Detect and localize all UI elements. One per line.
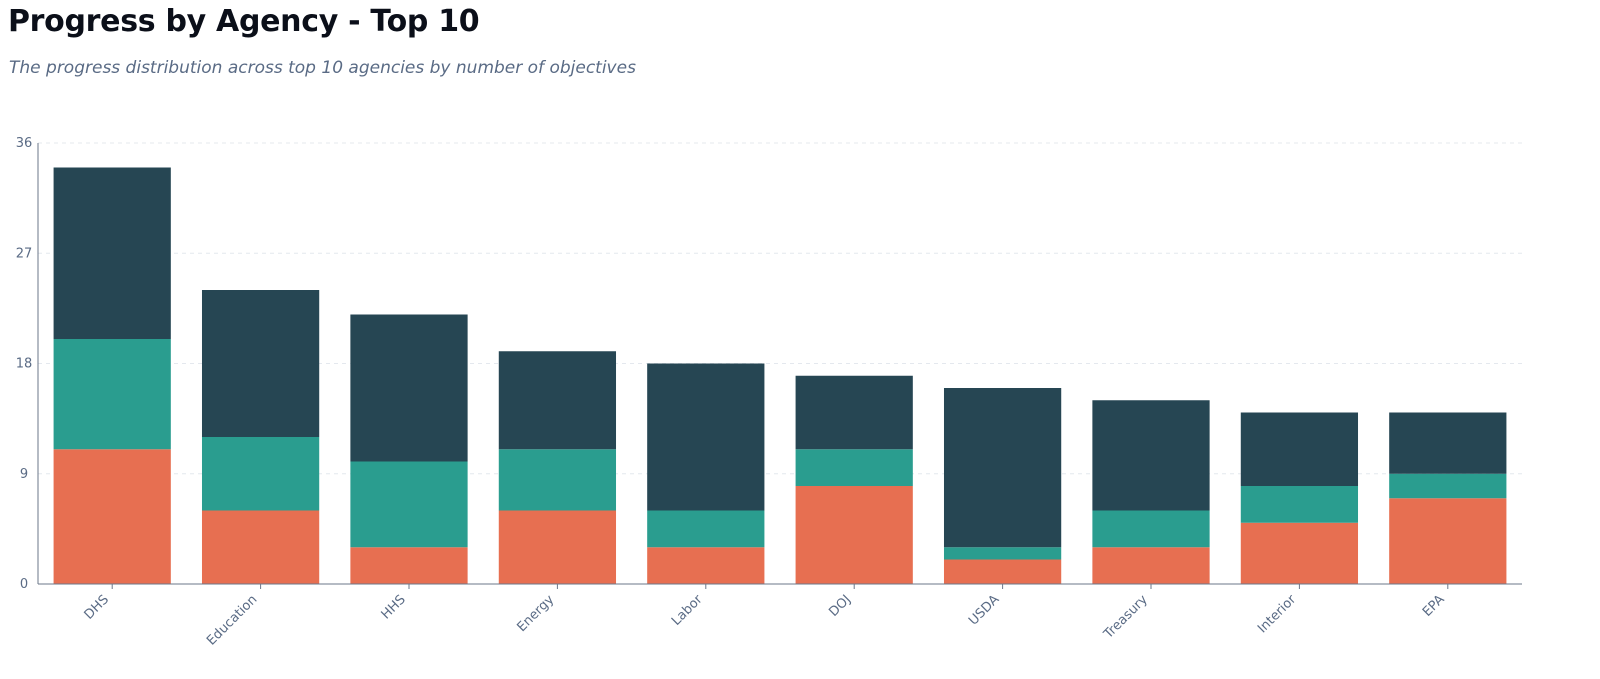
bar-segment-doj-1[interactable] [795, 449, 913, 486]
bar-segment-interior-1[interactable] [1240, 486, 1359, 523]
bar-segment-interior-0[interactable] [1240, 522, 1359, 584]
bar-segment-usda-1[interactable] [943, 547, 1062, 560]
bar-segment-education-0[interactable] [201, 510, 320, 585]
y-tick-label: 0 [20, 577, 28, 592]
bar-segment-dhs-2[interactable] [53, 167, 171, 340]
y-tick-label: 9 [20, 467, 28, 482]
bar-segment-treasury-1[interactable] [1092, 510, 1210, 548]
x-tick-label: Education [204, 592, 260, 648]
bar-segment-epa-1[interactable] [1389, 473, 1507, 499]
bar-segment-labor-1[interactable] [647, 510, 765, 548]
chart-subtitle: The progress distribution across top 10 … [9, 58, 636, 78]
bars [53, 167, 1507, 585]
bar-segment-education-2[interactable] [201, 290, 320, 437]
bar-segment-hhs-1[interactable] [350, 461, 468, 548]
bar-segment-epa-2[interactable] [1389, 412, 1507, 474]
bar-segment-epa-0[interactable] [1389, 498, 1507, 584]
bar-segment-doj-0[interactable] [795, 486, 913, 584]
bar-segment-hhs-0[interactable] [350, 547, 468, 584]
x-tick-label: Labor [669, 592, 706, 629]
y-tick-label: 18 [16, 357, 33, 372]
x-tick-label: USDA [966, 592, 1002, 628]
y-tick-label: 27 [16, 246, 33, 261]
x-tick-label: DOJ [826, 592, 854, 620]
x-tick-label: EPA [1420, 592, 1448, 620]
bar-segment-doj-2[interactable] [795, 375, 913, 450]
y-tick-label: 36 [16, 136, 33, 151]
chart-title: Progress by Agency - Top 10 [8, 4, 480, 39]
x-tick-label: Treasury [1101, 592, 1151, 642]
bar-segment-labor-0[interactable] [647, 547, 765, 584]
x-tick-label: DHS [82, 592, 112, 622]
axes [37, 143, 1522, 589]
bar-segment-interior-2[interactable] [1240, 412, 1359, 487]
bar-segment-usda-2[interactable] [943, 388, 1062, 548]
bar-segment-labor-2[interactable] [647, 363, 765, 511]
bar-segment-hhs-2[interactable] [350, 314, 468, 462]
bar-segment-dhs-1[interactable] [53, 339, 171, 450]
x-tick-label: Energy [514, 592, 557, 635]
bar-segment-treasury-0[interactable] [1092, 547, 1210, 584]
bar-segment-usda-0[interactable] [943, 559, 1062, 585]
bar-segment-energy-0[interactable] [498, 510, 617, 585]
bar-segment-dhs-0[interactable] [53, 449, 171, 584]
bar-segment-education-1[interactable] [201, 437, 320, 511]
x-tick-label: Interior [1255, 592, 1300, 637]
bar-segment-treasury-2[interactable] [1092, 400, 1210, 511]
x-tick-label: HHS [379, 592, 409, 622]
bar-segment-energy-2[interactable] [498, 351, 617, 450]
bar-segment-energy-1[interactable] [498, 449, 617, 511]
